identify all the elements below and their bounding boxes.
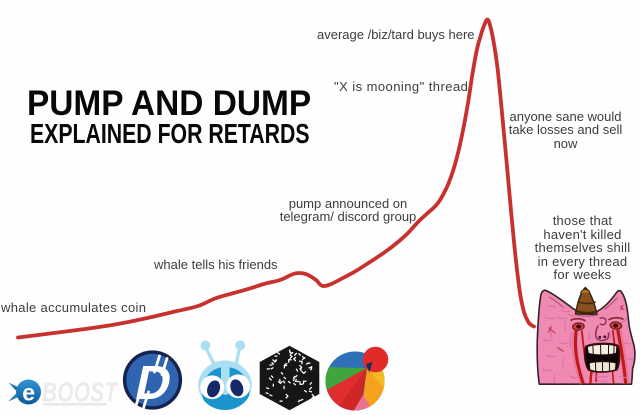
svg-text:e: e	[22, 379, 35, 405]
